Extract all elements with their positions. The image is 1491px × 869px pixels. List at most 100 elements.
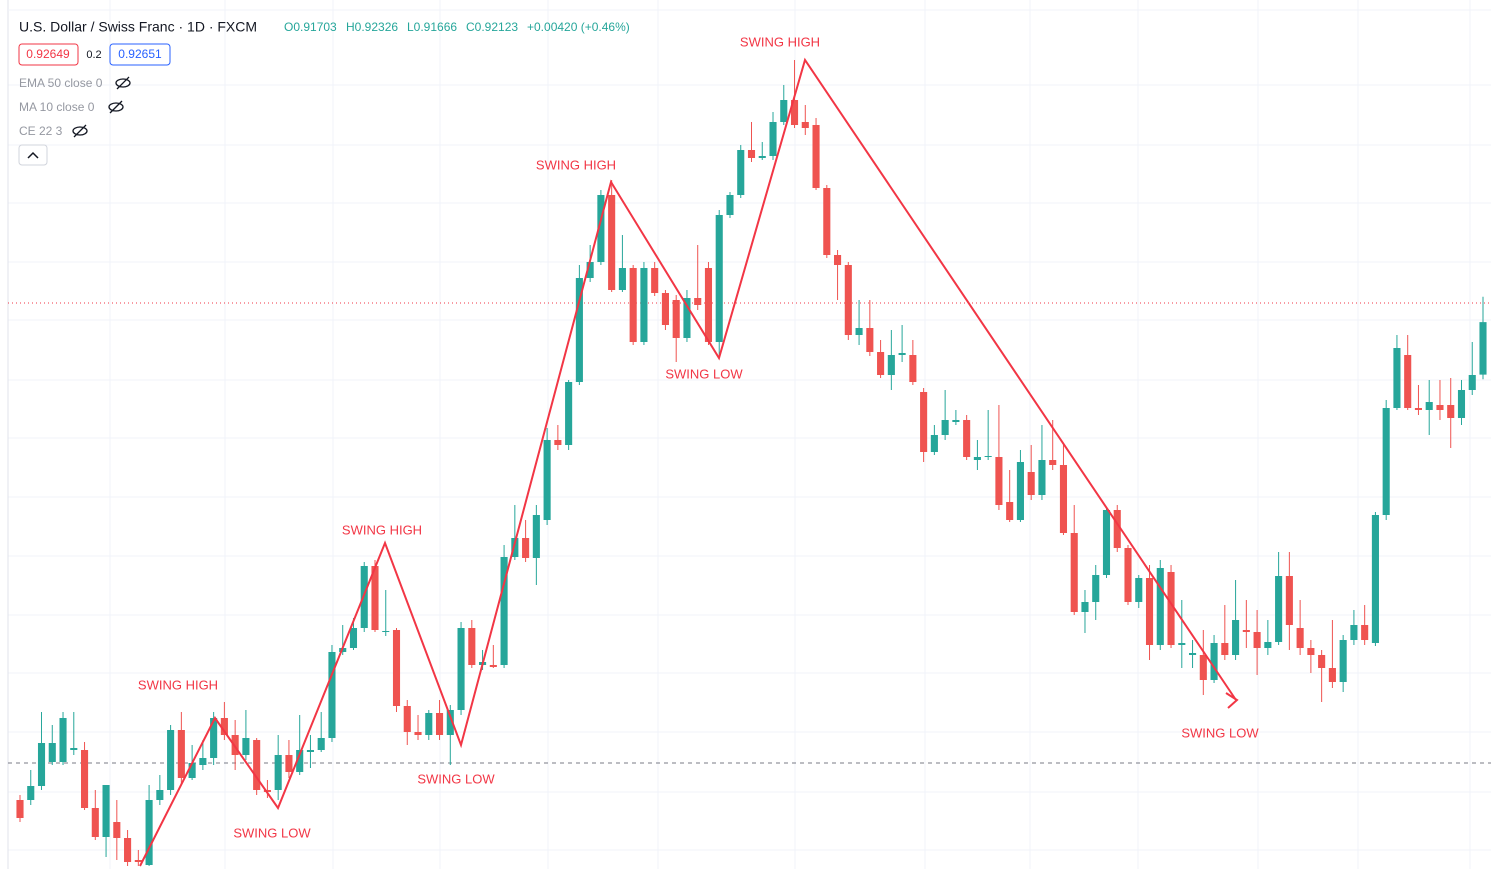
- candle-body: [16, 800, 24, 818]
- candle-body: [909, 355, 917, 382]
- candle-body: [522, 538, 530, 558]
- candle-body: [1092, 575, 1100, 602]
- candle-body: [371, 566, 379, 630]
- ask-box[interactable]: [109, 43, 171, 66]
- candle-body: [618, 268, 626, 290]
- candle-body: [704, 268, 713, 342]
- candle-body: [48, 743, 56, 762]
- candle-body: [1059, 465, 1068, 533]
- candle-body: [489, 665, 497, 667]
- candle-body: [435, 713, 444, 735]
- candle-body: [747, 150, 756, 158]
- candle-body: [1113, 510, 1121, 548]
- candle-body: [1027, 472, 1035, 495]
- symbol: U.S. Dollar / Swiss Franc · 1D · FXCM: [19, 19, 257, 35]
- candle-body: [812, 125, 820, 188]
- candle-body: [855, 328, 863, 335]
- candle-body: [1382, 408, 1390, 515]
- candle-body: [1447, 405, 1455, 418]
- candle-body: [468, 628, 476, 665]
- candle-body: [59, 718, 67, 762]
- candle-body: [790, 100, 799, 125]
- candle-body: [124, 838, 132, 862]
- candle-body: [629, 268, 637, 342]
- candle-body: [1102, 510, 1111, 575]
- candle-body: [1156, 568, 1164, 645]
- candle-body: [392, 630, 401, 706]
- candle-body: [446, 710, 454, 735]
- candle-body: [694, 298, 702, 305]
- candle-body: [801, 122, 809, 128]
- candle-body: [80, 750, 89, 808]
- swing-label: SWING LOW: [665, 366, 743, 381]
- candle-body: [575, 278, 583, 382]
- indicator[interactable]: MA 10 close 0: [19, 100, 95, 114]
- candle-body: [565, 382, 573, 445]
- candle-body: [306, 750, 314, 752]
- candle-body: [500, 557, 508, 665]
- candle-body: [672, 300, 680, 338]
- candle-body: [1457, 390, 1466, 418]
- candle-body: [511, 538, 519, 557]
- candle-body: [1414, 408, 1423, 410]
- collapse-button[interactable]: [18, 144, 48, 166]
- swing-label: SWING LOW: [417, 771, 495, 786]
- candle-body: [597, 195, 605, 262]
- indicator[interactable]: EMA 50 close 0: [19, 76, 103, 90]
- candle-body: [220, 718, 228, 735]
- candle-body: [543, 440, 551, 520]
- candle-body: [1296, 628, 1304, 648]
- candle-body: [1167, 572, 1175, 645]
- candle-body: [1285, 576, 1293, 625]
- bid-box[interactable]: [18, 43, 79, 66]
- candle-body: [1189, 653, 1197, 655]
- candle-body: [715, 215, 723, 342]
- candle-body: [586, 262, 594, 278]
- candle-body: [1049, 460, 1057, 465]
- candle-body: [726, 195, 734, 215]
- candle-body: [382, 631, 390, 632]
- candle-body: [457, 628, 465, 710]
- candle-body: [973, 457, 981, 460]
- candle-body: [253, 740, 261, 790]
- candle-body: [425, 713, 433, 735]
- candle-body: [1275, 576, 1283, 642]
- candle-body: [1006, 502, 1014, 520]
- candle-body: [156, 790, 164, 800]
- candle-body: [898, 353, 906, 355]
- candle-body: [274, 755, 282, 790]
- swing-label: SWING HIGH: [536, 157, 616, 172]
- candle-body: [920, 392, 928, 452]
- candle-body: [91, 808, 99, 837]
- candle-body: [963, 420, 971, 457]
- ohlc-high: H0.92326: [346, 20, 398, 34]
- candle-body: [167, 730, 175, 790]
- candle-body: [1135, 578, 1143, 602]
- candle-body: [758, 156, 766, 158]
- arrow-head: [1225, 692, 1239, 709]
- ohlc-change: +0.00420 (+0.46%): [527, 20, 630, 34]
- candle-body: [769, 122, 777, 156]
- candle-body: [37, 743, 46, 786]
- candle-body: [188, 763, 196, 778]
- candle-body: [1070, 533, 1078, 612]
- candle-body: [1350, 625, 1358, 640]
- candle-body: [1178, 643, 1186, 645]
- candle-body: [1425, 402, 1433, 410]
- candle-body: [532, 515, 540, 558]
- candle-body: [177, 730, 185, 778]
- candle-body: [263, 790, 271, 792]
- hidden-icons: [72, 76, 131, 138]
- spread: 0.2: [86, 49, 101, 61]
- candle-body: [683, 298, 691, 338]
- candle-body: [1479, 322, 1487, 375]
- candle-body: [941, 420, 949, 435]
- candle-body: [1468, 375, 1476, 390]
- candle-body: [1145, 578, 1154, 645]
- candle-body: [1038, 460, 1046, 495]
- candle-body: [210, 718, 218, 758]
- indicator[interactable]: CE 22 3: [19, 124, 63, 138]
- candle-body: [995, 457, 1003, 505]
- candles: [16, 60, 1487, 866]
